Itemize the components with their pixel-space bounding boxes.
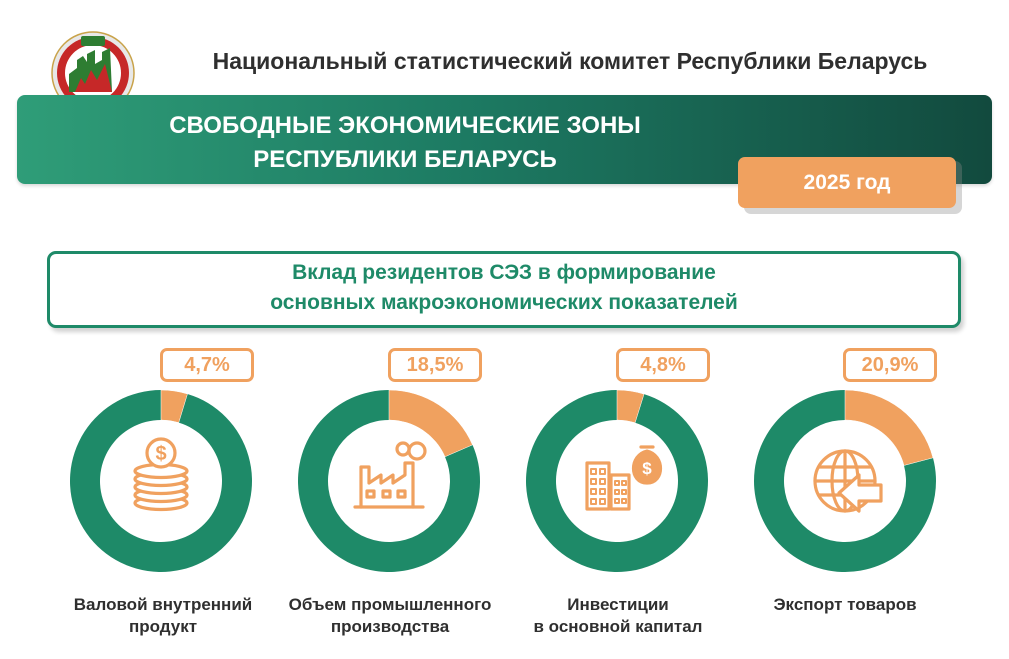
donut-slice-rest-gdp	[70, 390, 253, 573]
subtitle-line1: Вклад резидентов СЭЗ в формирование	[292, 261, 716, 284]
svg-text:$: $	[642, 459, 652, 478]
category-label-line: в основной капитал	[533, 617, 703, 636]
organization-title: Национальный статистический комитет Респ…	[212, 48, 928, 74]
category-label-industry: Объем промышленного производства	[275, 594, 505, 638]
category-label-investment: Инвестиции в основной капитал	[503, 594, 733, 638]
donut-industry	[298, 389, 481, 572]
donut-slice-value-gdp	[160, 389, 188, 423]
year-badge: 2025 год	[738, 157, 956, 208]
category-label-line: Объем промышленного	[288, 595, 492, 614]
donut-slice-rest-industry	[298, 390, 481, 572]
donut-slice-value-export	[844, 389, 934, 466]
value-label-industry: 18,5%	[388, 348, 482, 382]
globe-export-icon	[813, 449, 883, 513]
subtitle-line2: основных макроэкономических показателей	[270, 291, 738, 314]
donut-slice-rest-investment	[526, 390, 708, 573]
subtitle-box	[47, 251, 961, 328]
category-label-line: продукт	[128, 617, 198, 636]
value-label-gdp: 4,7%	[160, 348, 254, 382]
donut-slice-value-investment	[616, 389, 645, 424]
donut-slice-value-industry	[388, 389, 473, 458]
belstat-logo	[51, 31, 135, 115]
svg-text:$: $	[155, 443, 166, 465]
category-label-line: Инвестиции	[567, 595, 669, 614]
donut-investment: $	[526, 389, 708, 573]
donut-slice-rest-export	[754, 390, 936, 573]
buildings-moneybag-icon: $	[585, 445, 662, 511]
value-label-investment: 4,8%	[616, 348, 710, 382]
coins-icon: $	[133, 437, 189, 512]
factory-icon	[353, 441, 427, 509]
category-label-line: Валовой внутренний	[73, 595, 253, 614]
banner-title-line1: СВОБОДНЫЕ ЭКОНОМИЧЕСКИЕ ЗОНЫ	[169, 112, 641, 139]
donut-gdp: $	[70, 389, 253, 573]
category-label-line: Экспорт товаров	[773, 595, 917, 614]
category-label-export: Экспорт товаров	[730, 594, 960, 616]
category-label-gdp: Валовой внутренний продукт	[48, 594, 278, 638]
value-label-export: 20,9%	[843, 348, 937, 382]
banner-title-line2: РЕСПУБЛИКИ БЕЛАРУСЬ	[253, 146, 557, 173]
category-label-line: производства	[330, 617, 450, 636]
donut-export	[754, 389, 936, 573]
